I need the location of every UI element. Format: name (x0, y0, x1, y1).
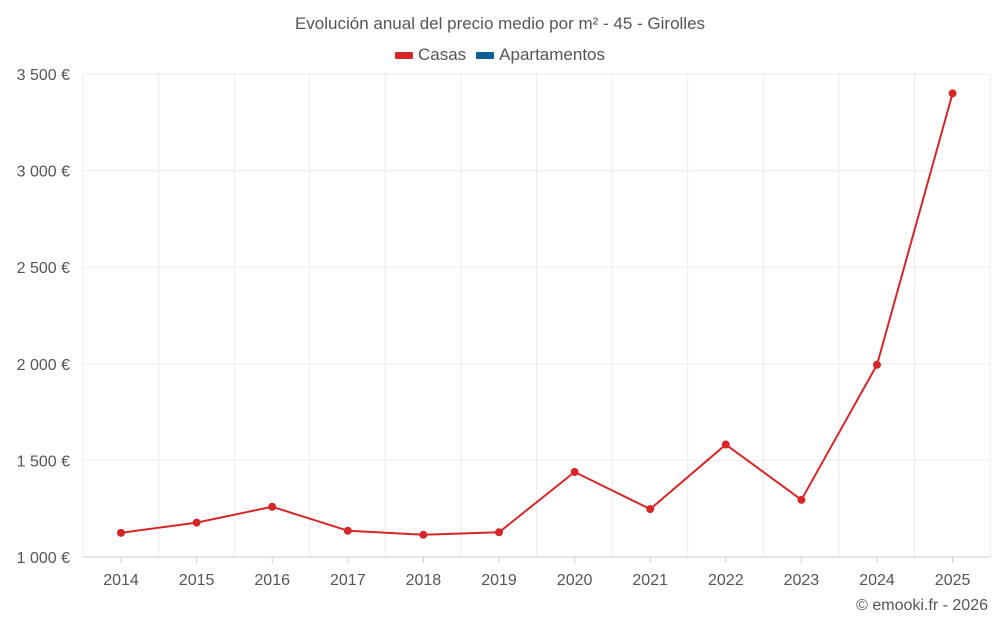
x-tick-label: 2021 (632, 572, 668, 589)
legend-label-casas: Casas (417, 45, 467, 64)
legend-swatch-casas (394, 51, 413, 59)
data-point (495, 528, 503, 537)
legend-label-apartamentos: Apartamentos (499, 45, 606, 64)
x-tick-label: 2019 (481, 572, 517, 589)
y-tick-label: 2 500 € (17, 260, 70, 277)
x-tick-label: 2023 (784, 572, 820, 589)
x-tick-label: 2017 (330, 572, 366, 589)
x-tick-label: 2015 (179, 572, 215, 589)
legend: Casas Apartamentos (0, 45, 1000, 65)
y-tick-label: 3 000 € (17, 164, 70, 181)
x-tick-label: 2014 (103, 572, 139, 589)
data-point (721, 440, 730, 449)
data-point (117, 528, 125, 537)
data-point (419, 530, 428, 539)
x-tick-label: 2020 (557, 572, 593, 589)
legend-swatch-apartamentos (476, 51, 495, 59)
data-point (948, 89, 957, 98)
data-point (268, 502, 277, 511)
x-tick-label: 2024 (859, 572, 895, 589)
legend-item-apartamentos[interactable]: Apartamentos (476, 45, 605, 65)
y-tick-label: 2 000 € (17, 357, 70, 374)
legend-item-casas[interactable]: Casas (394, 45, 467, 65)
x-tick-label: 2025 (935, 572, 971, 589)
y-tick-label: 3 500 € (17, 67, 70, 84)
x-tick-label: 2016 (254, 572, 290, 589)
data-point (343, 526, 352, 535)
copyright-footer: © emooki.fr - 2026 (856, 597, 988, 614)
data-point (646, 505, 655, 514)
data-point (797, 495, 806, 504)
data-point (192, 518, 201, 527)
y-tick-label: 1 000 € (17, 550, 70, 567)
chart-title: Evolución anual del precio medio por m² … (294, 14, 706, 33)
series-line-casas (120, 93, 954, 536)
x-tick-label: 2018 (406, 572, 442, 589)
y-tick-label: 1 500 € (17, 453, 70, 470)
data-point (873, 360, 881, 369)
data-point (570, 467, 579, 476)
x-tick-label: 2022 (708, 572, 744, 589)
